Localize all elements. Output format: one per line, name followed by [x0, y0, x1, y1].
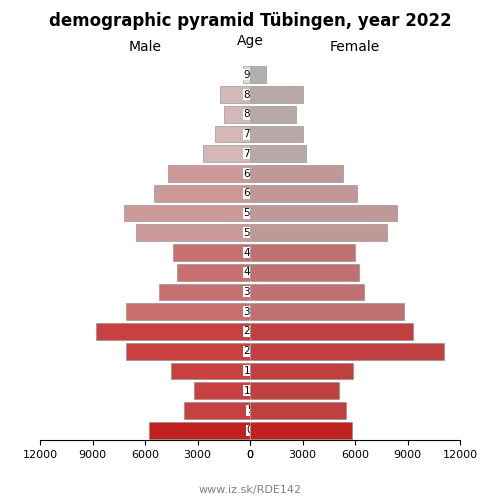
Bar [250, 244, 355, 261]
Text: 85: 85 [244, 90, 256, 100]
Text: 30: 30 [244, 306, 256, 316]
Text: Age: Age [236, 34, 264, 48]
Text: 75: 75 [244, 129, 256, 139]
Bar [250, 204, 397, 222]
Bar [126, 343, 250, 359]
Bar [159, 284, 250, 300]
Bar [250, 362, 353, 380]
Bar [250, 284, 364, 300]
Bar [250, 382, 339, 399]
Bar [184, 402, 250, 419]
Bar [250, 106, 296, 122]
Text: 90: 90 [244, 70, 256, 80]
Bar [250, 304, 404, 320]
Text: 15: 15 [244, 366, 256, 376]
Bar [224, 106, 250, 122]
Text: 65: 65 [244, 168, 256, 178]
Text: 60: 60 [244, 188, 256, 198]
Bar [136, 224, 250, 241]
Bar [171, 362, 250, 380]
Text: Male: Male [128, 40, 162, 54]
Bar [215, 126, 250, 142]
Bar [250, 224, 386, 241]
Bar [243, 66, 250, 84]
Text: 50: 50 [244, 228, 256, 238]
Bar [250, 146, 306, 162]
Bar [173, 244, 250, 261]
Bar [176, 264, 250, 280]
Bar [168, 165, 250, 182]
Bar [250, 343, 444, 359]
Bar [203, 146, 250, 162]
Bar [250, 402, 346, 419]
Text: 55: 55 [244, 208, 256, 218]
Text: 0: 0 [247, 425, 254, 435]
Bar [250, 422, 352, 438]
Bar [250, 323, 413, 340]
Text: 40: 40 [244, 267, 256, 277]
Bar [148, 422, 250, 438]
Bar [250, 165, 343, 182]
Text: 70: 70 [244, 149, 256, 159]
Bar [126, 304, 250, 320]
Bar [250, 86, 302, 103]
Text: 45: 45 [244, 248, 256, 258]
Bar [250, 185, 357, 202]
Text: 25: 25 [244, 326, 256, 336]
Bar [96, 323, 250, 340]
Text: 10: 10 [244, 386, 256, 396]
Bar [250, 126, 302, 142]
Text: 20: 20 [244, 346, 256, 356]
Bar [154, 185, 250, 202]
Bar [124, 204, 250, 222]
Text: 5: 5 [246, 406, 254, 415]
Bar [194, 382, 250, 399]
Text: 80: 80 [244, 110, 256, 120]
Text: Female: Female [330, 40, 380, 54]
Bar [250, 264, 358, 280]
Text: 35: 35 [244, 287, 256, 297]
Text: demographic pyramid Tübingen, year 2022: demographic pyramid Tübingen, year 2022 [48, 12, 452, 30]
Text: www.iz.sk/RDE142: www.iz.sk/RDE142 [198, 485, 302, 495]
Bar [250, 66, 266, 84]
Bar [220, 86, 250, 103]
